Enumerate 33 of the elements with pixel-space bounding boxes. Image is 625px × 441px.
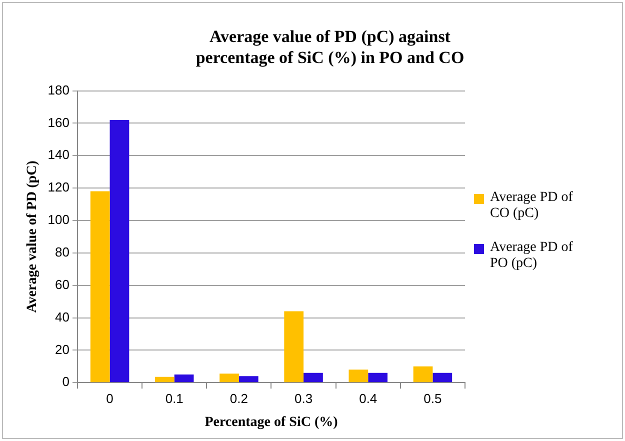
bar (368, 372, 388, 382)
x-tick-label: 0.4 (359, 390, 378, 406)
y-tick-label: 100 (48, 212, 70, 228)
bar (110, 120, 130, 382)
bar (174, 374, 194, 382)
y-tick-label: 60 (55, 276, 70, 292)
bar (413, 366, 433, 382)
x-tick-label: 0 (106, 390, 114, 406)
y-tick-label: 40 (55, 309, 70, 324)
legend-label: Average PD of PO (pC) (490, 240, 574, 272)
y-axis-title: Average value of PD (pC) (25, 160, 40, 313)
bar (348, 370, 368, 382)
y-tick-label: 20 (55, 342, 70, 357)
x-tick-label: 0.2 (230, 390, 248, 406)
y-tick-label: 80 (55, 244, 70, 260)
legend-label: Average PD of CO (pC) (490, 190, 574, 222)
y-tick-label: 120 (48, 180, 70, 195)
y-tick-label: 160 (48, 114, 70, 130)
chart-title: Average value of PD (pC) against percentage of SiC (%) in PO and CO (194, 26, 466, 68)
y-tick-label: 180 (48, 82, 70, 98)
x-tick-label: 0.5 (424, 390, 442, 406)
bar (284, 311, 304, 382)
x-tick-label: 0.3 (294, 390, 313, 406)
y-tick-label: 140 (48, 147, 70, 162)
bar (238, 376, 258, 382)
x-axis-title: Percentage of SiC (%) (204, 415, 338, 430)
bar (154, 376, 174, 382)
bar (432, 372, 452, 382)
y-tick-label: 0 (62, 374, 70, 390)
bar (90, 191, 110, 382)
bar (304, 372, 323, 382)
x-tick-label: 0.1 (165, 390, 184, 406)
bar (220, 374, 239, 382)
